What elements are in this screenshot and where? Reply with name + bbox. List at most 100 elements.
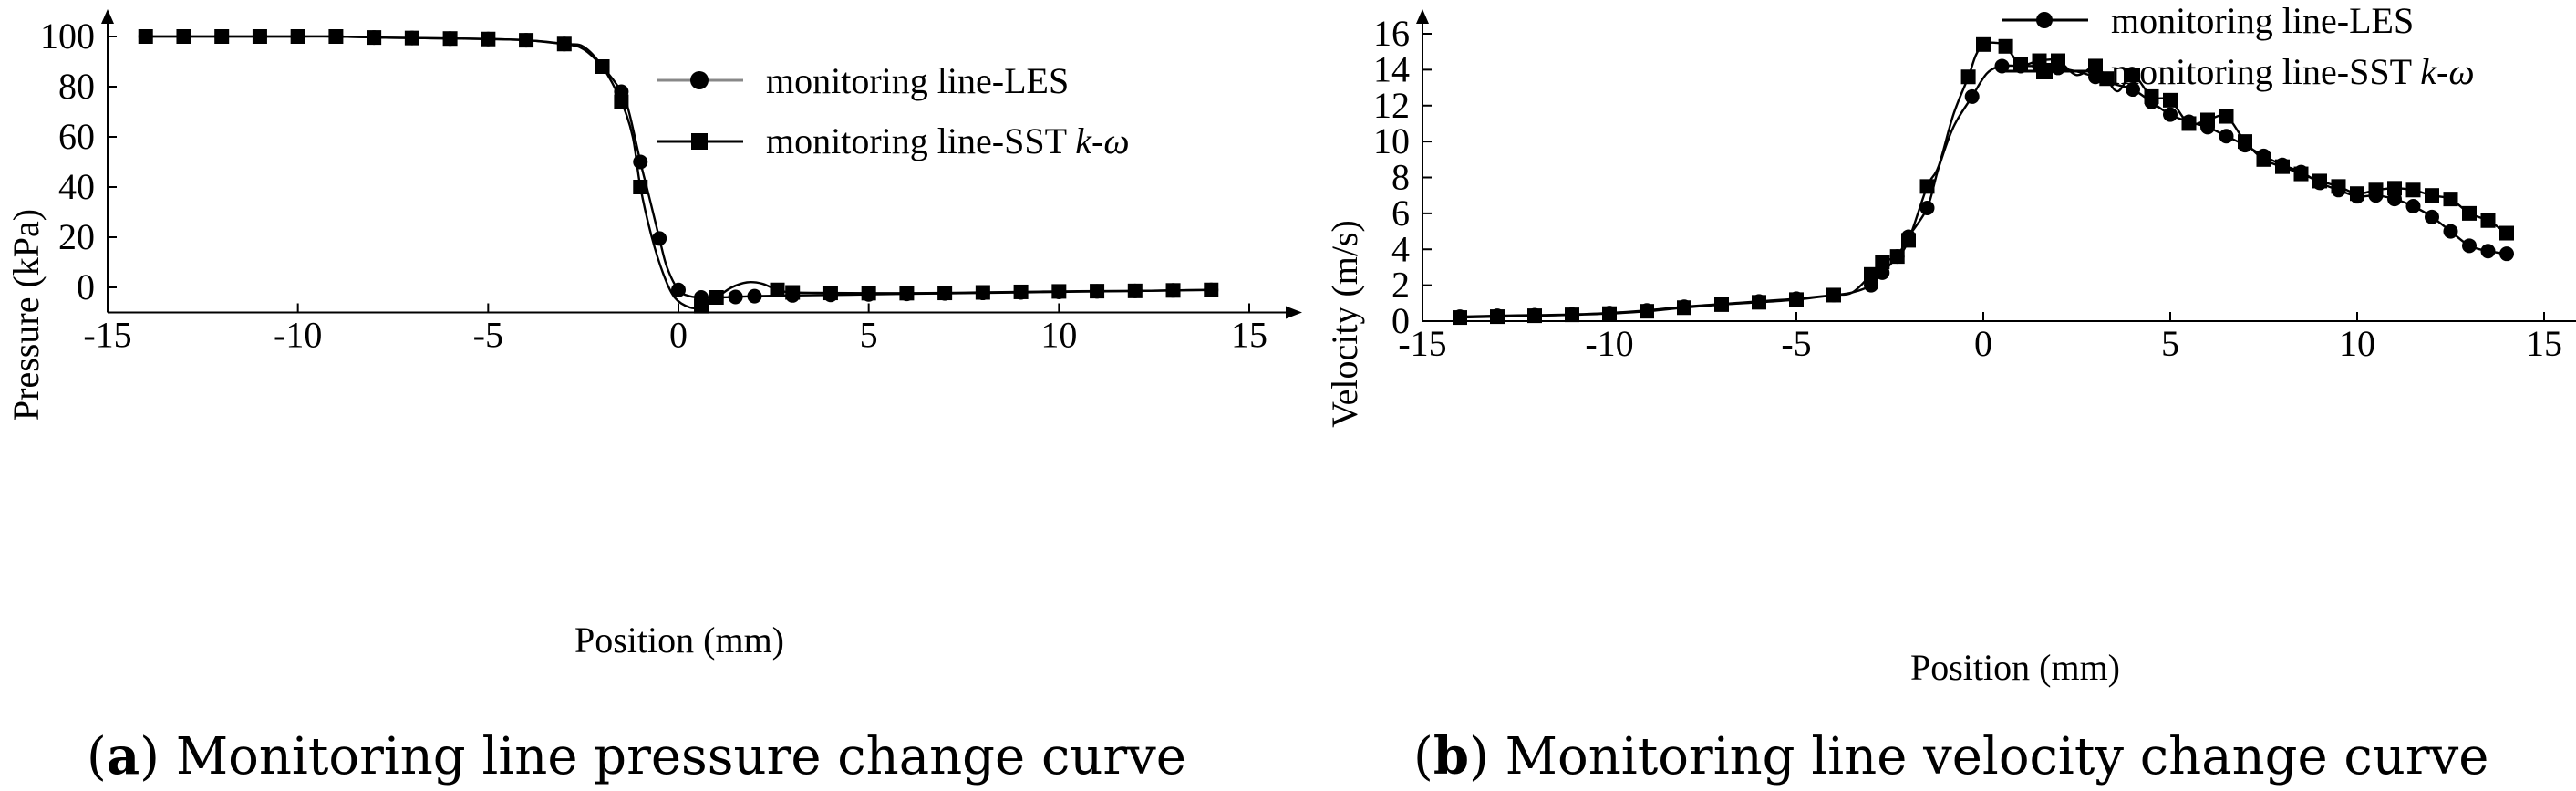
velocity-series-les-point [1964,88,1980,104]
velocity-series-sst-point [2368,182,2384,198]
velocity-y-tick-label: 4 [1391,228,1410,269]
pressure-series-sst-point [556,36,572,52]
velocity-series-sst-point [2013,57,2028,72]
velocity-series-sst-point [1640,304,1654,319]
velocity-series-les-point [2499,246,2514,262]
pressure-y-tick-label: 60 [58,116,95,157]
pressure-series-sst-point [176,29,191,44]
velocity-y-tick-label: 16 [1373,13,1410,54]
velocity-legend-sst-text: monitoring line-SST [2111,51,2420,92]
velocity-series-sst-point [2480,213,2496,228]
velocity-series-sst-point [2144,88,2159,104]
velocity-series-sst-point [1752,295,1766,310]
velocity-x-tick-label: 5 [2161,323,2179,364]
velocity-series-sst-point [2499,225,2514,241]
pressure-series-les-point [728,289,743,305]
velocity-legend-les-label: monitoring line-LES [2111,0,2414,41]
velocity-series-sst-point [2051,53,2065,68]
pressure-series-sst-point [1051,284,1067,299]
velocity-x-axis-label: Position (mm) [1910,647,2120,688]
pressure-series-sst-point [975,285,990,300]
pressure-series-sst-point [861,286,876,301]
pressure-caption-text: Monitoring line pressure change curve [176,727,1186,786]
pressure-x-axis-arrow [1286,306,1302,319]
pressure-series-sst-point [1013,284,1029,299]
velocity-series-sst-point [1960,69,1976,85]
velocity-series-sst-point [2088,58,2103,74]
velocity-legend: monitoring line-LES monitoring line-SST … [2002,0,2475,92]
velocity-caption-label: b [1433,726,1469,786]
velocity-legend-sst-marker [2036,63,2053,79]
velocity-legend-les-marker [2036,12,2053,28]
velocity-series-sst-point [1826,287,1841,303]
velocity-series-sst-point [2200,112,2215,128]
pressure-legend-sst-model: k-ω [1075,120,1129,161]
velocity-x-tick-label: 15 [2526,323,2562,364]
pressure-series-sst-point [1165,283,1181,298]
velocity-series-sst-point [1976,36,1991,52]
velocity-series-sst-point [2238,134,2252,150]
velocity-series-sst-point [1677,300,1691,316]
pressure-series-sst-point [937,286,953,301]
velocity-series-sst-point [2163,92,2178,108]
velocity-series-sst-point [1889,249,1905,265]
velocity-y-tick-label: 10 [1373,120,1410,161]
velocity-series-les-point [2126,82,2140,98]
velocity-series-sst-point [1875,255,1890,270]
pressure-legend: monitoring line-LES monitoring line-SST … [657,60,1130,161]
velocity-series-les-point [2462,238,2477,254]
pressure-x-tick-label: -5 [473,315,503,356]
velocity-series-sst-point [1602,306,1617,321]
velocity-series-sst-point [1864,266,1878,282]
velocity-series-sst-point [1565,307,1579,323]
pressure-series-sst-point [481,31,496,47]
pressure-series-sst-point [138,29,153,44]
velocity-series-sst-point [2219,109,2234,124]
pressure-x-tick-label: 0 [669,315,688,356]
velocity-series-sst-point [2331,179,2346,194]
velocity-x-tick-label: -15 [1398,323,1446,364]
velocity-y-tick-label: 6 [1391,193,1410,234]
pressure-series-sst-point [595,59,610,74]
velocity-series-les-point [2480,244,2496,259]
velocity-series-les-point [2405,199,2421,213]
velocity-series-les-point [2425,209,2439,224]
velocity-series-sst-point [1998,38,2013,54]
pressure-series-sst-point [770,282,785,297]
velocity-series-sst-point [2425,188,2439,203]
pressure-series-sst-line [145,35,1212,309]
pressure-series-sst-point [822,286,838,301]
pressure-caption-label: a [107,726,140,786]
velocity-y-tick-label: 14 [1373,48,1410,89]
velocity-series-sst-point [2256,151,2271,167]
velocity-series-sst-point [2181,116,2197,131]
pressure-x-axis-label: Position (mm) [574,619,784,661]
velocity-series-les-point [2443,224,2458,239]
pressure-series-sst-point [785,285,801,300]
pressure-series-sst-point [252,29,267,44]
pressure-series-sst-point [404,30,419,46]
pressure-legend-les-label: monitoring line-LES [766,60,1069,101]
velocity-series-les-point [2163,107,2178,122]
pressure-series-les-point [671,282,686,297]
velocity-caption-text: Monitoring line velocity change curve [1505,727,2489,786]
pressure-series-sst-point [519,33,534,48]
velocity-series-les-point [1919,200,1935,215]
pressure-plot-area: -15 -10 -5 0 5 10 15 0 20 40 60 80 100 [40,9,1302,356]
pressure-series-sst-point [633,180,648,194]
velocity-series-sst-point [1789,292,1804,307]
pressure-legend-les-marker [690,71,709,89]
velocity-series-sst-line [1459,41,2508,319]
velocity-series-sst-point [2405,182,2421,198]
velocity-series-sst-point [2099,71,2115,87]
pressure-y-axis-label: Pressure (kPa) [5,209,47,421]
velocity-x-tick-label: 0 [1974,323,1992,364]
velocity-series-sst-point [1527,308,1542,324]
pressure-series-sst-point [614,94,629,109]
pressure-series-les-point [652,231,667,246]
velocity-y-tick-label: 0 [1391,300,1410,341]
velocity-y-tick-label: 8 [1391,157,1410,198]
